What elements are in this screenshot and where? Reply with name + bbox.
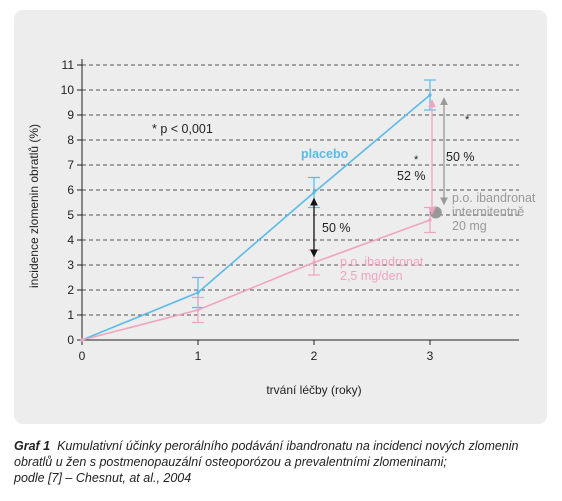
daily-label-line2: 2,5 mg/den [340, 269, 403, 283]
y-tick-label-8: 8 [67, 133, 74, 147]
year3-pink-reduction-label: 52 % [397, 169, 426, 183]
x-tick-label-1: 1 [195, 349, 202, 363]
caption-label: Graf 1 [14, 439, 51, 453]
chart-panel: 0 1 2 3 4 5 6 7 8 9 10 11 0 1 2 3 trvání léčby (roky) i… [14, 10, 547, 424]
y-axis-label: incidence zlomenin obratlů (%) [27, 124, 41, 288]
y-tick-label-7: 7 [67, 158, 74, 172]
daily-series-label: p.o. ibandronat 2,5 mg/den [340, 255, 424, 283]
y-tick-label-1: 1 [67, 308, 74, 322]
year3-pink-asterisk: * [414, 154, 419, 166]
intermittent-label-line1: p.o. ibandronat [452, 191, 536, 205]
daily-label-line1: p.o. ibandronat [340, 255, 424, 269]
y-tick-label-0: 0 [67, 333, 74, 347]
series-line-0 [81, 94, 431, 341]
tick-labels: 0 1 2 3 4 5 6 7 8 9 10 11 0 1 2 3 [61, 58, 434, 363]
y-tick-label-3: 3 [67, 258, 74, 272]
y-tick-label-4: 4 [67, 233, 74, 247]
year3-grey-reduction-label: 50 % [446, 150, 475, 164]
year2-reduction-label: 50 % [322, 221, 351, 235]
series [80, 79, 442, 342]
x-tick-label-3: 3 [427, 349, 434, 363]
caption-source: podle [7] – Chesnut, at al., 2004 [14, 471, 192, 485]
y-tick-label-5: 5 [67, 208, 74, 222]
y-tick-label-10: 10 [61, 83, 75, 97]
series-1-point-0 [80, 338, 84, 342]
intermittent-label-line2: intermitentně [452, 205, 524, 219]
intermittent-label: p.o. ibandronat intermitentně 20 mg [452, 191, 536, 233]
series-0-error-bar-3 [424, 79, 436, 111]
y-tick-label-9: 9 [67, 108, 74, 122]
year3-grey-asterisk: * [465, 114, 470, 126]
intermittent-label-line3: 20 mg [452, 219, 487, 233]
y-tick-label-6: 6 [67, 183, 74, 197]
y-tick-label-11: 11 [62, 58, 75, 72]
x-tick-label-0: 0 [79, 349, 86, 363]
x-tick-label-2: 2 [311, 349, 318, 363]
series-line-1 [81, 219, 431, 341]
significance-note: * p < 0,001 [152, 122, 213, 136]
y-tick-label-2: 2 [67, 283, 74, 297]
figure-caption: Graf 1 Kumulativní účinky perorálního po… [14, 438, 554, 486]
chart: 0 1 2 3 4 5 6 7 8 9 10 11 0 1 2 3 trvání léčby (roky) i… [27, 58, 536, 397]
x-axis-label: trvání léčby (roky) [266, 383, 361, 397]
placebo-series-label: placebo [301, 147, 349, 161]
annotations [310, 97, 448, 258]
grid-lines [82, 64, 519, 316]
series-1-error-bar-1 [192, 296, 204, 324]
caption-text: Kumulativní účinky perorálního podávání … [14, 439, 519, 469]
